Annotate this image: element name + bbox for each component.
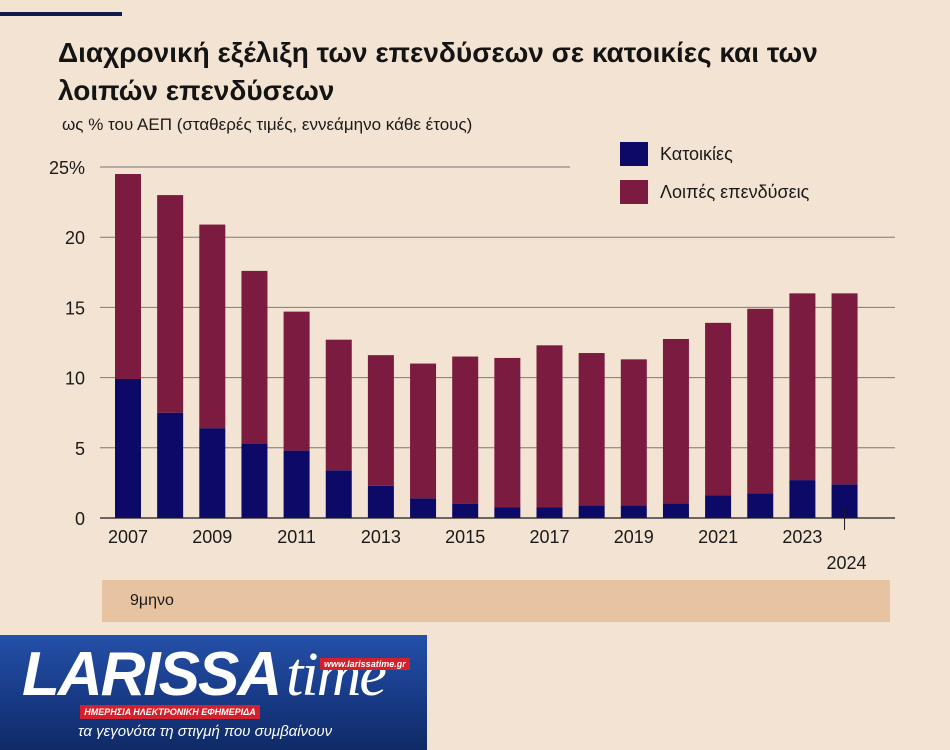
bar-other-2022 xyxy=(747,308,774,494)
bar-other-2021 xyxy=(705,322,732,496)
bar-other-2013 xyxy=(367,355,394,486)
x-tick-label: 2013 xyxy=(361,527,401,547)
bar-other-2024 xyxy=(831,293,858,485)
bar-other-2014 xyxy=(410,363,437,499)
legend-label-other: Λοιπές επενδύσεις xyxy=(660,182,810,202)
x-tick-label: 2024 xyxy=(827,553,867,573)
larissatime-logo: LARISSAtime www.larissatime.gr ΗΜΕΡΗΣΙΑ … xyxy=(0,635,427,750)
bar-housing-2014 xyxy=(410,498,437,518)
bar-other-2019 xyxy=(620,359,647,506)
logo-wordmark: LARISSAtime xyxy=(22,640,387,709)
logo-strip: ΗΜΕΡΗΣΙΑ ΗΛΕΚΤΡΟΝΙΚΗ ΕΦΗΜΕΡΙΔΑ xyxy=(80,705,260,719)
bar-housing-2021 xyxy=(705,495,732,518)
y-tick-label: 20 xyxy=(65,228,85,248)
x-tick-label: 2021 xyxy=(698,527,738,547)
x-tick-label: 2007 xyxy=(108,527,148,547)
logo-tagline: τα γεγονότα τη στιγμή που συμβαίνουν xyxy=(78,723,333,740)
bar-other-2023 xyxy=(789,293,816,481)
footnote-box: 9μηνο xyxy=(102,580,890,622)
bar-housing-2011 xyxy=(283,450,310,518)
bar-housing-2016 xyxy=(494,507,521,518)
bar-other-2007 xyxy=(115,174,141,380)
footnote-text: 9μηνο xyxy=(130,592,174,609)
legend-label-housing: Κατοικίες xyxy=(660,144,733,164)
bar-housing-2013 xyxy=(367,485,394,518)
bar-housing-2015 xyxy=(452,503,479,518)
x-tick-label: 2017 xyxy=(529,527,569,547)
chart-title: Διαχρονική εξέλιξη των επενδύσεων σε κατ… xyxy=(58,37,818,106)
stacked-bar-chart: 0 5 10 15 20 25% 2007 2009 2011 2013 2015 2017 2019 2… xyxy=(49,142,895,573)
y-tick-label: 10 xyxy=(65,369,85,389)
bar-housing-2019 xyxy=(620,505,647,518)
x-tick-label: 2011 xyxy=(277,527,316,547)
x-tick-label: 2009 xyxy=(192,527,232,547)
y-tick-label: 15 xyxy=(65,298,85,318)
legend-swatch-other xyxy=(620,180,648,204)
chart-subtitle: ως % του ΑΕΠ (σταθερές τιμές, εννεάμηνο … xyxy=(62,115,473,134)
y-tick-label: 0 xyxy=(75,509,85,529)
logo-url: www.larissatime.gr xyxy=(320,658,410,670)
bar-other-2018 xyxy=(578,353,605,506)
bar-housing-2012 xyxy=(325,470,352,518)
y-tick-label: 25% xyxy=(49,158,85,178)
bar-other-2015 xyxy=(452,356,479,504)
legend-swatch-housing xyxy=(620,142,648,166)
bar-housing-2007 xyxy=(115,379,141,518)
bar-housing-2022 xyxy=(747,493,774,518)
x-tick-label: 2015 xyxy=(445,527,485,547)
bar-other-2017 xyxy=(536,345,563,508)
bar-housing-2020 xyxy=(662,503,689,518)
bar-other-2020 xyxy=(662,338,689,504)
x-tick-label: 2019 xyxy=(614,527,654,547)
top-accent-bar xyxy=(0,12,122,16)
bar-other-2016 xyxy=(494,357,521,508)
bar-housing-2008 xyxy=(157,412,184,518)
bar-housing-2018 xyxy=(578,505,605,518)
bar-other-2012 xyxy=(325,339,352,471)
bar-other-2008 xyxy=(157,195,184,413)
x-tick-label: 2023 xyxy=(782,527,822,547)
bar-housing-2023 xyxy=(789,480,816,518)
bar-other-2009 xyxy=(199,224,226,429)
bar-housing-2010 xyxy=(241,443,268,518)
bar-housing-2009 xyxy=(199,428,226,518)
bar-other-2010 xyxy=(241,270,268,444)
bar-housing-2017 xyxy=(536,507,563,518)
bar-other-2011 xyxy=(283,311,310,451)
y-tick-label: 5 xyxy=(75,439,85,459)
